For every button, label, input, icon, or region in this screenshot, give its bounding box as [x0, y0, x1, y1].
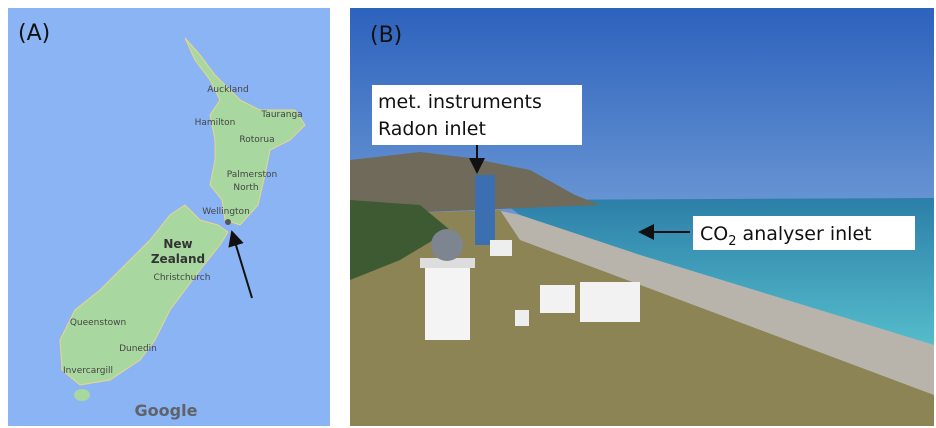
- annotation-suffix: analyser inlet: [737, 223, 872, 245]
- panel-label: (A): [18, 21, 50, 46]
- site-dot: [225, 219, 231, 225]
- lighthouse-gallery: [420, 258, 475, 268]
- annotation: met. instruments: [378, 91, 542, 113]
- country: Zealand: [151, 252, 205, 266]
- place: Wellington: [202, 207, 250, 217]
- annotation-text: CO: [700, 223, 728, 245]
- place: Queenstown: [70, 318, 126, 328]
- country: New: [163, 237, 192, 251]
- place: Auckland: [207, 85, 248, 95]
- place: Hamilton: [195, 118, 236, 128]
- panel-b: (B) met. instruments Radon inlet CO2 ana…: [350, 8, 934, 426]
- attribution: Google: [135, 401, 198, 420]
- trees: [350, 200, 450, 280]
- place: Invercargill: [63, 366, 113, 376]
- north-island: [184, 37, 306, 226]
- beach: [495, 210, 934, 395]
- annotation: CO2 analyser inlet: [700, 223, 872, 249]
- land: [350, 210, 934, 426]
- annotation-box: [372, 85, 582, 145]
- panel-a: (A) Auckland Tauranga Hamilton Rotorua P…: [8, 8, 330, 426]
- building: [490, 240, 512, 256]
- building: [580, 282, 640, 322]
- place: Palmerston: [227, 170, 277, 180]
- place: Dunedin: [119, 344, 157, 354]
- annotation: Radon inlet: [378, 118, 486, 140]
- place: North: [233, 183, 258, 193]
- annotation-subscript: 2: [728, 234, 736, 249]
- building: [540, 285, 575, 313]
- panel-label: (B): [370, 23, 402, 48]
- annotation-box: [693, 216, 915, 250]
- south-island: [59, 204, 229, 386]
- tower: [475, 175, 495, 245]
- lighthouse: [425, 265, 470, 340]
- lighthouse-lamp: [431, 229, 463, 261]
- stewart-island: [74, 389, 90, 401]
- car: [515, 310, 529, 326]
- place: Christchurch: [154, 273, 211, 283]
- arrow: [228, 230, 253, 299]
- place: Tauranga: [260, 110, 302, 120]
- place: Rotorua: [239, 135, 274, 145]
